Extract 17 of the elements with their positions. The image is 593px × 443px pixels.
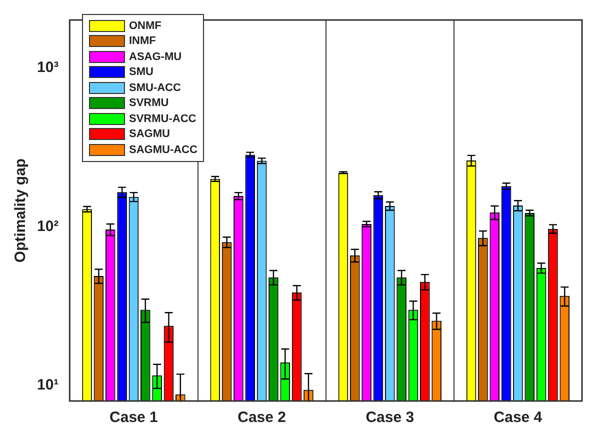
x-tick-label: Case 1: [110, 409, 158, 426]
y-tick-label: 10³: [36, 58, 59, 76]
legend-label: SAGMU-ACC: [129, 144, 198, 156]
legend-label: ONMF: [129, 20, 162, 32]
legend-label: ASAG-MU: [129, 50, 182, 63]
legend-label: SMU: [129, 66, 154, 78]
y-axis-title: Optimality gap: [12, 158, 30, 263]
legend-label: SVRMU: [129, 97, 169, 110]
y-tick-label: 10¹: [36, 376, 59, 394]
x-tick-label: Case 4: [494, 409, 543, 426]
legend-label: SAGMU: [129, 128, 170, 140]
legend-label: INMF: [129, 35, 156, 48]
x-tick-label: Case 3: [366, 409, 414, 426]
legend-label: SMU-ACC: [129, 82, 181, 94]
x-tick-label: Case 2: [238, 409, 286, 426]
y-tick-label: 10²: [36, 218, 59, 235]
legend-label: SVRMU-ACC: [129, 112, 196, 125]
